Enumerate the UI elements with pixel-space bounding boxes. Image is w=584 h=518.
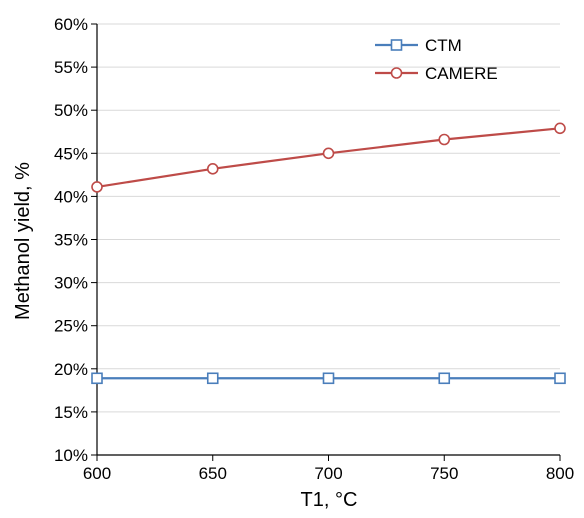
camere-point [554,122,566,135]
y-tick-label: 15% [54,403,88,422]
camere-point [438,133,451,146]
x-tick-label: 750 [430,464,458,483]
y-tick-label: 40% [54,187,88,206]
axes [91,23,561,461]
ctm-point [438,372,451,385]
x-tick-label: 600 [83,464,111,483]
legend: CTM CAMERE [375,36,498,83]
y-tick-label: 45% [54,144,88,163]
y-tick-label: 30% [54,274,88,293]
camere-point [206,163,219,175]
camere-point [322,147,335,160]
y-tick-label: 10% [54,446,88,465]
y-tick-label: 60% [54,15,88,34]
y-tick-label: 35% [54,231,88,250]
gridlines [97,23,560,413]
y-tick-label: 50% [54,101,88,120]
y-tick-label: 20% [54,360,88,379]
y-tick-label: 25% [54,317,88,336]
x-tick-label: 800 [546,464,574,483]
y-axis-title: Methanol yield, % [12,162,34,320]
ctm-point [322,372,335,385]
x-axis-title: T1, °C [301,489,358,511]
legend-ctm-label: CTM [425,36,462,55]
legend-camere-label: CAMERE [425,64,498,83]
series-layer [91,122,566,385]
y-tick-labels: 10% 15% 20% 25% 30% 35% 40% 45% 50% 55% 60% [54,15,88,465]
camere-point [91,181,103,193]
legend-camere-marker [390,67,403,79]
x-tick-label: 650 [199,464,227,483]
x-tick-label: 700 [314,464,342,483]
legend-ctm-marker [390,39,403,51]
x-tick-labels: 600 650 700 750 800 [83,464,574,483]
y-tick-label: 55% [54,58,88,77]
ctm-point [554,372,566,385]
ctm-point [206,372,219,385]
ctm-point [91,372,103,385]
